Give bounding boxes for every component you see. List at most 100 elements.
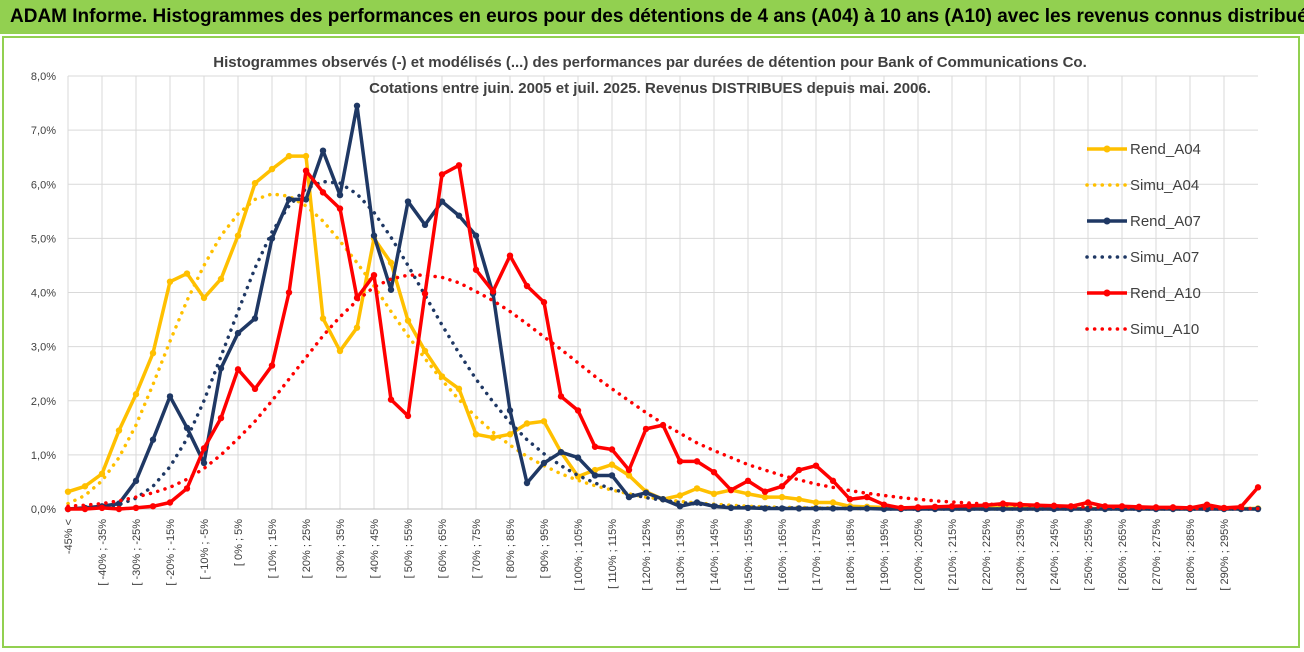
y-tick-label: 7,0% [31, 125, 56, 137]
point-rend_a10 [931, 503, 939, 511]
legend-label: Simu_A07 [1130, 249, 1199, 266]
point-rend_a04 [115, 427, 123, 434]
point-rend_a04 [472, 431, 480, 438]
point-rend_a07 [200, 459, 208, 467]
point-rend_a04 [387, 259, 395, 266]
legend-entry-simu_a04: Simu_A04 [1085, 177, 1199, 194]
point-rend_a04 [353, 324, 361, 331]
point-rend_a10 [540, 299, 548, 306]
x-tick-label: [ -40% ; -35% [97, 519, 109, 586]
point-rend_a10 [64, 505, 72, 513]
legend-marker [1103, 289, 1111, 297]
x-tick-label: [ 180% ; 185% [845, 519, 857, 591]
point-rend_a07 [319, 147, 327, 154]
point-rend_a10 [778, 483, 786, 490]
point-rend_a10 [846, 496, 854, 503]
point-rend_a10 [132, 504, 140, 512]
point-rend_a04 [608, 461, 616, 468]
point-rend_a07 [353, 102, 361, 109]
series-line-simu_a04 [66, 192, 1260, 511]
x-tick-label: [ 250% ; 255% [1083, 519, 1095, 591]
point-rend_a10 [625, 466, 633, 474]
point-rend_a10 [421, 290, 429, 297]
point-rend_a10 [489, 288, 497, 295]
x-tick-label: [ 140% ; 145% [709, 519, 721, 591]
x-tick-label: [ 100% ; 105% [573, 519, 585, 591]
y-tick-label: 2,0% [31, 396, 56, 408]
point-rend_a10 [81, 505, 89, 513]
point-rend_a04 [166, 278, 174, 285]
point-rend_a07 [438, 198, 446, 205]
point-rend_a07 [149, 436, 157, 443]
point-rend_a04 [676, 492, 684, 499]
x-tick-label: [ 160% ; 165% [777, 519, 789, 591]
point-rend_a10 [829, 477, 837, 485]
point-rend_a10 [523, 282, 531, 290]
legend-marker [1103, 145, 1111, 153]
legend-label: Simu_A10 [1130, 321, 1199, 338]
point-rend_a04 [302, 152, 310, 160]
report-title: ADAM Informe. Histogrammes des performan… [10, 6, 1304, 27]
point-rend_a10 [115, 505, 123, 513]
x-tick-label: [ 20% ; 25% [301, 519, 313, 579]
x-tick-label: [ 40% ; 45% [369, 519, 381, 579]
x-tick-label: [ 150% ; 155% [743, 519, 755, 591]
point-rend_a10 [98, 504, 106, 512]
point-rend_a10 [387, 396, 395, 403]
point-rend_a04 [710, 490, 718, 498]
point-rend_a04 [132, 391, 140, 398]
point-rend_a10 [217, 414, 225, 422]
legend: Rend_A04 Simu_A04 Rend_A07 Simu_A07 Rend_A10… [1085, 141, 1201, 338]
point-rend_a10 [234, 366, 242, 373]
point-rend_a10 [948, 503, 956, 510]
point-rend_a07 [404, 198, 412, 205]
x-tick-label: [ -20% ; -15% [165, 519, 177, 586]
x-tick-label: [ 240% ; 245% [1049, 519, 1061, 591]
point-rend_a10 [676, 458, 684, 465]
x-tick-label: [ 200% ; 205% [913, 519, 925, 591]
point-rend_a04 [829, 499, 837, 506]
point-rend_a10 [455, 162, 463, 169]
point-rend_a10 [693, 458, 701, 465]
x-tick-label: [ 290% ; 295% [1219, 519, 1231, 591]
x-tick-label: [ 120% ; 125% [641, 519, 653, 591]
point-rend_a10 [472, 266, 480, 273]
chart-title: Histogrammes observés (-) et modélisés (… [213, 54, 1087, 71]
point-rend_a07 [217, 365, 225, 372]
point-rend_a04 [336, 347, 344, 355]
point-rend_a07 [370, 232, 378, 239]
x-tick-label: -45% < [63, 519, 75, 554]
point-rend_a10 [1220, 504, 1228, 512]
point-rend_a04 [506, 431, 514, 438]
point-rend_a10 [897, 504, 905, 512]
point-rend_a04 [234, 232, 242, 239]
point-rend_a04 [523, 420, 531, 427]
point-rend_a04 [421, 347, 429, 355]
point-rend_a04 [149, 349, 157, 357]
y-tick-label: 3,0% [31, 342, 56, 354]
x-tick-label: [ 50% ; 55% [403, 519, 415, 579]
y-tick-label: 0,0% [31, 504, 56, 516]
point-rend_a04 [540, 418, 548, 425]
point-rend_a10 [319, 189, 327, 196]
point-rend_a07 [387, 286, 395, 293]
point-rend_a04 [489, 434, 497, 441]
point-rend_a10 [642, 425, 650, 433]
point-rend_a10 [710, 468, 718, 476]
point-rend_a04 [81, 483, 89, 490]
point-rend_a07 [421, 221, 429, 229]
series-line-rend_a04 [67, 154, 1258, 511]
x-tick-label: [ 280% ; 285% [1185, 519, 1197, 591]
x-tick-label: [ 80% ; 85% [505, 519, 517, 579]
legend-entry-rend_a10: Rend_A10 [1087, 285, 1201, 302]
legend-label: Simu_A04 [1130, 177, 1199, 194]
point-rend_a10 [506, 252, 514, 259]
point-rend_a10 [1254, 484, 1262, 491]
series-line-rend_a07 [67, 104, 1258, 511]
point-rend_a07 [302, 196, 310, 203]
y-axis-ticks: 0,0% 1,0% 2,0% 3,0% 4,0% 5,0% 6,0% 7,0% 8,0% [31, 71, 56, 516]
point-rend_a10 [251, 385, 259, 393]
series-line-rend_a10 [68, 163, 1260, 511]
x-tick-label: [ 230% ; 235% [1015, 519, 1027, 591]
point-rend_a10 [795, 466, 803, 474]
